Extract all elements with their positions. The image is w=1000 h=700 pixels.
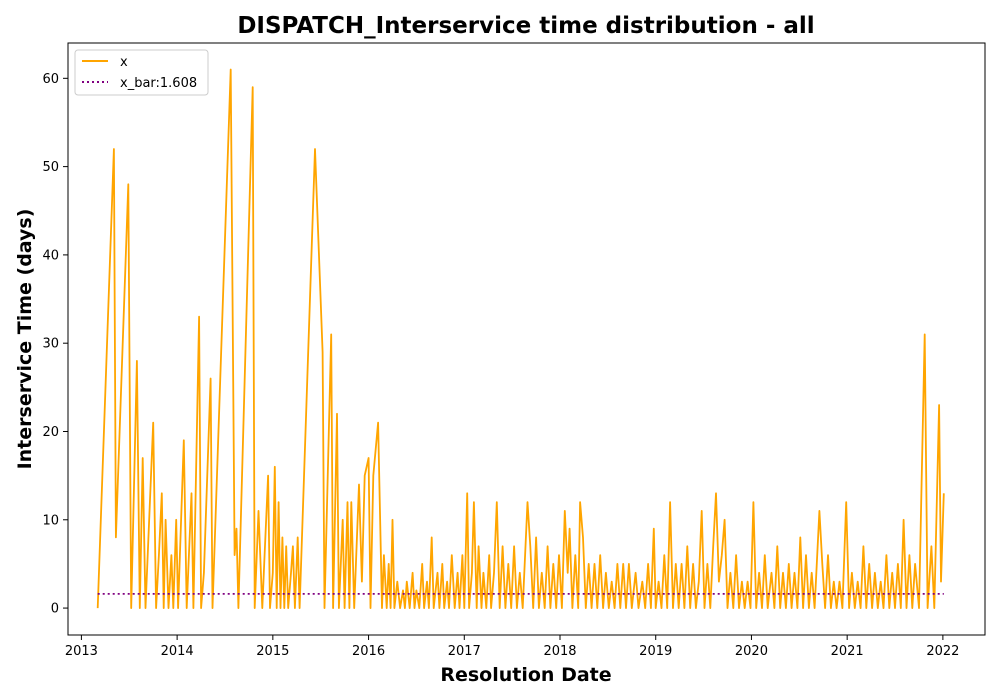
plot-area	[96, 68, 945, 609]
x-tick-label: 2015	[256, 644, 289, 659]
x-tick-label: 2022	[926, 644, 959, 659]
plot-frame	[67, 42, 986, 636]
y-tick-label: 10	[42, 513, 59, 528]
y-tick-label: 0	[51, 602, 59, 617]
x-tick-label: 2020	[735, 644, 768, 659]
legend-label-x: x	[120, 55, 128, 70]
series-line-x	[96, 68, 945, 609]
legend-box	[74, 49, 209, 96]
chart-title: DISPATCH_Interservice time distribution …	[237, 13, 814, 39]
legend-label-x-bar: x_bar:1.608	[120, 76, 197, 91]
x-tick-label: 2016	[352, 644, 385, 659]
x-tick-label: 2018	[543, 644, 576, 659]
y-tick-label: 50	[42, 160, 59, 175]
x-tick-label: 2017	[448, 644, 481, 659]
x-tick-label: 2019	[639, 644, 672, 659]
x-tick-label: 2013	[65, 644, 98, 659]
y-tick-label: 20	[42, 425, 59, 440]
x-tick-label: 2021	[831, 644, 864, 659]
y-tick-label: 40	[42, 248, 59, 263]
x-axis: 2013 2014 2015 2016 2017 2018 2019 2020 2021 2022	[65, 635, 959, 659]
y-tick-label: 30	[42, 337, 59, 352]
x-axis-label: Resolution Date	[440, 664, 611, 686]
y-tick-label: 60	[42, 72, 59, 87]
y-axis: 0 10 20 30 40 50 60	[42, 72, 68, 617]
legend: x x_bar:1.608	[74, 49, 209, 96]
y-axis-label: Interservice Time (days)	[14, 209, 36, 470]
x-tick-label: 2014	[161, 644, 194, 659]
